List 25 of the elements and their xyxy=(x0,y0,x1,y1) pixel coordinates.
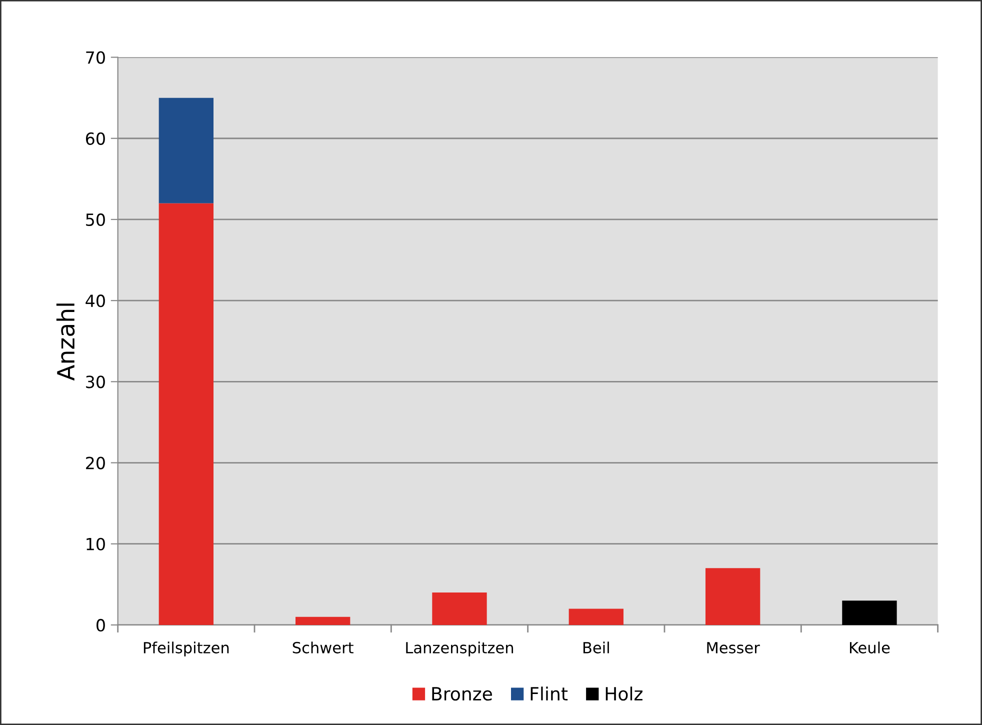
bar xyxy=(705,568,760,625)
y-tick-label: 30 xyxy=(86,376,105,388)
legend-label: Bronze xyxy=(432,687,492,701)
y-tick-label: 10 xyxy=(86,538,105,550)
x-tick-label: Pfeilspitzen xyxy=(144,642,229,656)
y-tick-label: 40 xyxy=(86,294,105,308)
bar xyxy=(158,203,214,625)
bar xyxy=(568,608,624,625)
y-tick-label: 50 xyxy=(86,213,105,226)
bar xyxy=(296,616,350,625)
y-axis-title: Anzahl xyxy=(56,304,75,381)
y-tick-label: 70 xyxy=(86,51,105,64)
x-tick-label: Schwert xyxy=(292,642,354,654)
x-tick-label: Beil xyxy=(583,642,609,654)
bar xyxy=(432,592,487,625)
x-tick-label: Messer xyxy=(707,642,760,654)
legend-label: Flint xyxy=(530,686,568,700)
x-tick-label: Lanzenspitzen xyxy=(406,642,514,656)
x-tick-label: Keule xyxy=(850,642,890,654)
y-tick-label: 60 xyxy=(86,132,105,145)
bar xyxy=(842,600,897,625)
y-tick-label: 20 xyxy=(86,456,105,470)
bar xyxy=(158,98,214,204)
legend-label: Holz xyxy=(606,686,642,701)
y-tick-label: 0 xyxy=(96,618,105,632)
